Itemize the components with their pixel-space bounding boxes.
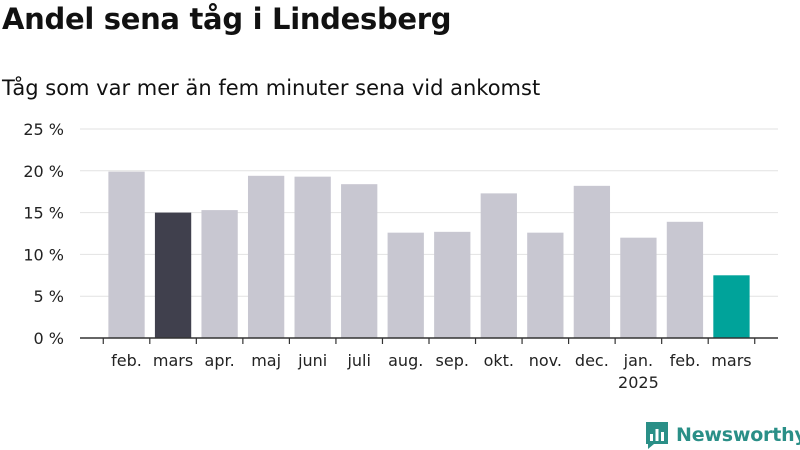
x-tick-label: feb.: [670, 351, 701, 370]
x-tick-label: nov.: [529, 351, 562, 370]
bars: [108, 171, 750, 338]
chart-subtitle: Tåg som var mer än fem minuter sena vid …: [2, 76, 541, 100]
grid-lines: [80, 128, 778, 297]
x-tick-label: dec.: [575, 351, 609, 370]
bar-3: [201, 210, 238, 338]
x-tick-label: jan.: [623, 351, 653, 370]
y-tick-label: 20 %: [23, 162, 64, 181]
x-tick-label: apr.: [205, 351, 235, 370]
bar-10: [527, 232, 564, 338]
bar-14: [713, 275, 750, 338]
brand-logo: Newsworthy: [644, 420, 800, 450]
bar-12: [620, 237, 657, 338]
brand-name: Newsworthy: [676, 424, 800, 446]
x-tick-label: aug.: [388, 351, 423, 370]
bar-1: [108, 171, 145, 338]
newsworthy-logo-icon: [646, 422, 668, 449]
y-tick-label: 25 %: [23, 120, 64, 139]
x-year-label: 2025: [618, 373, 659, 392]
bar-9: [480, 193, 517, 338]
bar-8: [434, 231, 471, 338]
bar-6: [341, 184, 378, 338]
x-tick-labels: feb. mars apr. maj juni juli aug. sep. okt. nov. d…: [111, 351, 751, 392]
x-tick-label: feb.: [111, 351, 142, 370]
bar-11: [573, 185, 611, 338]
y-tick-label: 0 %: [34, 329, 64, 348]
y-tick-label: 5 %: [34, 287, 64, 306]
x-tick-label: juli: [346, 351, 370, 370]
y-tick-labels: 0 % 5 % 10 % 15 % 20 % 25 %: [23, 120, 64, 348]
x-tick-label: sep.: [436, 351, 469, 370]
chart-title: Andel sena tåg i Lindesberg: [2, 2, 452, 36]
y-tick-label: 10 %: [23, 245, 64, 264]
x-tick-label: mars: [711, 351, 751, 370]
bar-2: [154, 212, 192, 338]
bar-chart: 0 %5 %10 %15 %20 %25 % feb. mars apr. maj ju…: [23, 120, 778, 392]
bar-4: [247, 175, 285, 338]
x-axis: [80, 337, 778, 344]
x-tick-label: maj: [251, 351, 281, 370]
x-tick-label: juni: [297, 351, 327, 370]
bar-7: [387, 232, 424, 338]
y-tick-label: 15 %: [23, 204, 64, 223]
bar-13: [666, 221, 704, 338]
x-tick-label: mars: [153, 351, 193, 370]
x-tick-label: okt.: [484, 351, 514, 370]
bar-5: [294, 176, 331, 338]
